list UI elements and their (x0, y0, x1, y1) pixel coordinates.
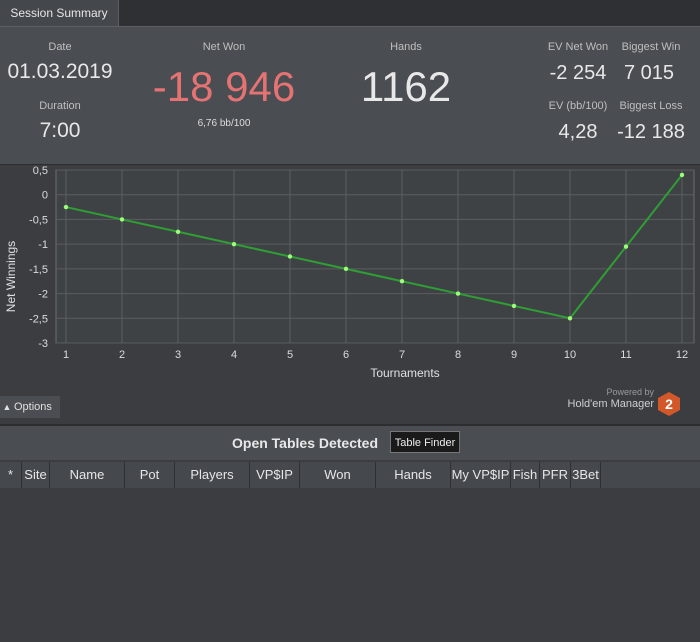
column-header-site[interactable]: Site (22, 462, 50, 488)
x-axis-label: Tournaments (370, 366, 439, 380)
plot-area (55, 169, 695, 344)
ev-bb-label: EV (bb/100) (548, 100, 608, 112)
chevron-up-icon: ▲ (2, 402, 12, 412)
y-tick-label: -1 (38, 239, 48, 251)
y-tick-label: -3 (38, 338, 48, 350)
open-tables-title: Open Tables Detected (232, 435, 379, 451)
column-header-my-vpip[interactable]: My VP$IP (451, 462, 511, 488)
y-axis-label: Net Winnings (4, 241, 18, 312)
date-value: 01.03.2019 (7, 60, 113, 83)
column-header-name[interactable]: Name (50, 462, 125, 488)
duration-value: 7:00 (39, 119, 81, 142)
column-header-3bet[interactable]: 3Bet (571, 462, 601, 488)
x-tick-label: 2 (119, 349, 125, 361)
logo-badge-text: 2 (665, 396, 673, 412)
column-header-players[interactable]: Players (175, 462, 250, 488)
powered-by-text: Powered by (606, 387, 654, 397)
x-tick-label: 9 (511, 349, 517, 361)
y-tick-label: -1,5 (29, 264, 48, 276)
options-label: Options (14, 401, 52, 413)
y-tick-label: 0 (42, 190, 48, 202)
x-tick-label: 8 (455, 349, 461, 361)
biggest-win-value: 7 015 (623, 62, 675, 84)
x-tick-label: 1 (63, 349, 69, 361)
x-tick-label: 6 (343, 349, 349, 361)
duration-label: Duration (39, 100, 81, 112)
biggest-loss-label: Biggest Loss (619, 100, 683, 112)
x-tick-label: 11 (620, 349, 631, 361)
hands-value: 1162 (360, 63, 452, 110)
data-point (343, 266, 349, 272)
ev-net-won-value: -2 254 (549, 62, 607, 84)
open-tables-panel: Open Tables Detected Table Finder * Site… (0, 424, 700, 642)
y-tick-label: -2 (38, 289, 48, 301)
data-point (119, 217, 125, 222)
net-winnings-chart: 0,50-0,5-1-1,5-2-2,5-31 2 3 4 5 6 7 8 9 10 11 12Tou… (4, 165, 695, 380)
options-button[interactable]: ▲ Options (0, 396, 60, 418)
session-summary-panel: Date 01.03.2019 Duration 7:00 Net Won -1… (0, 26, 700, 165)
data-point (63, 204, 69, 210)
table-finder-button[interactable]: Table Finder (390, 431, 460, 453)
chart-panel: 0,5 0 -0,5 -1 -1,5 -2 -2,5 -3 1 2 3 4 5 6 7 8 9 10 11 12 Tou… (0, 164, 700, 421)
data-point (679, 172, 685, 178)
date-label: Date (48, 41, 72, 53)
net-won-value: -18 946 (152, 63, 296, 110)
data-point (623, 244, 629, 249)
column-header-vpip[interactable]: VP$IP (250, 462, 300, 488)
data-point (511, 303, 517, 309)
data-point (455, 291, 461, 296)
column-header-pot[interactable]: Pot (125, 462, 175, 488)
y-tick-label: 0,5 (33, 165, 48, 177)
ev-net-won-label: EV Net Won (547, 41, 609, 53)
column-header-pfr[interactable]: PFR (540, 462, 571, 488)
x-tick-label: 3 (175, 349, 181, 361)
top-tab-bar: Session Summary (0, 0, 700, 26)
data-point (175, 229, 181, 234)
x-tick-label: 10 (564, 349, 576, 361)
data-point (287, 254, 293, 259)
series-line (65, 174, 683, 320)
x-tick-label: 7 (399, 349, 405, 361)
ev-bb-value: 4,28 (558, 121, 598, 143)
column-header-star[interactable]: * (0, 462, 22, 488)
data-point (231, 241, 237, 247)
table-column-header: * Site Name Pot Players VP$IP Won Hands … (0, 462, 700, 488)
tab-session-summary[interactable]: Session Summary (0, 0, 119, 26)
biggest-loss-value: -12 188 (617, 121, 685, 143)
column-header-hands[interactable]: Hands (376, 462, 451, 488)
x-tick-label: 12 (676, 349, 688, 361)
y-tick-label: -2,5 (29, 313, 48, 325)
hands-label: Hands (390, 41, 422, 53)
biggest-win-label: Biggest Win (621, 41, 681, 53)
x-tick-label: 4 (231, 349, 237, 361)
holdem-manager-logo-icon: 2 (658, 392, 680, 416)
net-won-label: Net Won (202, 41, 246, 53)
data-point (567, 316, 573, 321)
x-tick-label: 5 (287, 349, 293, 361)
net-won-bb-per-100: 6,76 bb/100 (197, 118, 251, 129)
column-header-won[interactable]: Won (300, 462, 376, 488)
brand-name: Hold'em Manager (567, 398, 654, 410)
column-header-fish[interactable]: Fish (511, 462, 540, 488)
open-tables-header: Open Tables Detected Table Finder (0, 426, 700, 460)
y-tick-label: -0,5 (29, 214, 48, 226)
data-point (399, 279, 405, 284)
